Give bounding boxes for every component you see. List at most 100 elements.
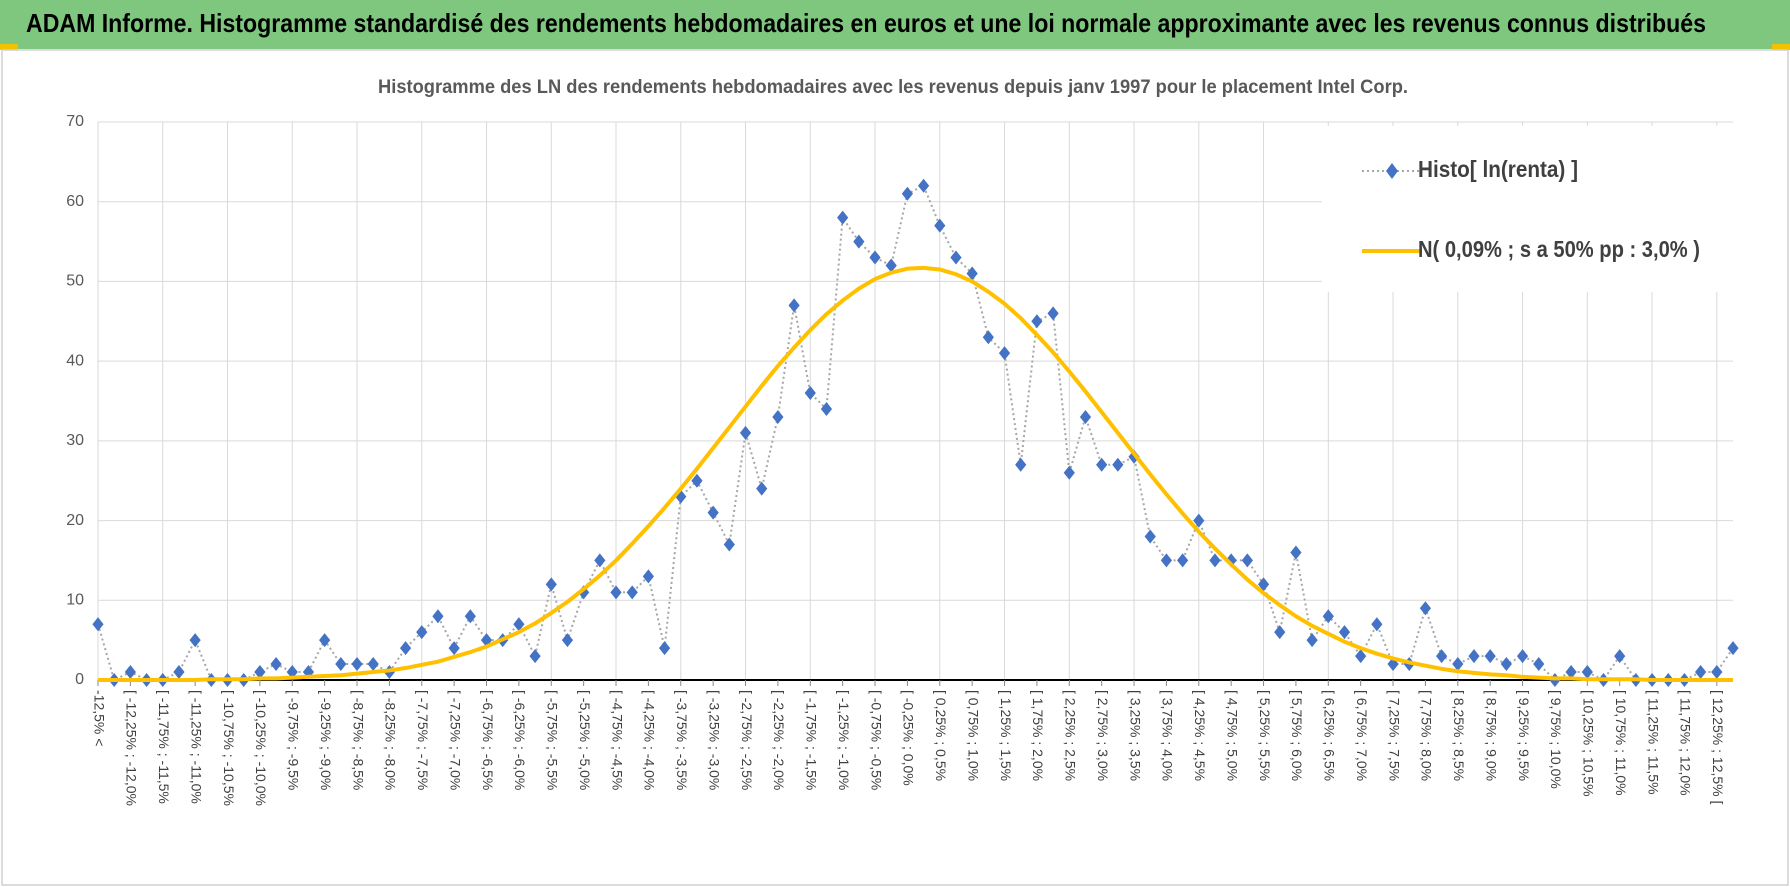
marker	[1112, 457, 1124, 472]
marker	[820, 401, 833, 416]
header-bar	[0, 0, 1790, 49]
x-tick-label: [ -6,25% ; -6,0%	[512, 690, 528, 790]
x-tick-label: [ 8,25% ; 8,5%	[1451, 690, 1467, 781]
marker	[934, 218, 946, 233]
marker	[286, 665, 298, 680]
marker	[756, 481, 768, 496]
x-tick-label: [ -4,75% ; -4,5%	[609, 690, 625, 790]
marker	[998, 346, 1011, 361]
x-tick-label: [ -11,75% ; -11,5%	[156, 690, 172, 804]
chart-subtitle: Histogramme des LN des rendements hebdom…	[378, 77, 1408, 98]
y-tick-label: 40	[66, 352, 84, 369]
x-tick-label: -12,5% <	[91, 690, 107, 746]
marker	[885, 258, 897, 273]
y-tick-label: 0	[75, 671, 84, 688]
marker	[545, 577, 557, 592]
marker	[837, 210, 849, 225]
marker	[610, 585, 622, 600]
marker	[416, 625, 428, 640]
x-tick-label: [ -10,75% ; -10,5%	[221, 690, 237, 806]
marker	[1160, 553, 1173, 568]
marker	[351, 657, 363, 672]
marker	[982, 330, 994, 345]
x-tick-label: [ -7,75% ; -7,5%	[415, 690, 431, 790]
marker	[901, 186, 914, 201]
x-tick-label: [ 12,25% ; 12,5% [	[1710, 690, 1726, 805]
x-tick-label: [ -9,25% ; -9,0%	[318, 690, 334, 790]
marker	[1436, 649, 1448, 664]
marker	[1322, 609, 1334, 624]
y-tick-label: 60	[66, 193, 84, 210]
series-line	[97, 184, 1734, 681]
x-tick-label: [ -11,25% ; -11,0%	[188, 690, 204, 804]
y-tick-label: 70	[66, 113, 84, 130]
x-tick-label: [ 5,25% ; 5,5%	[1257, 690, 1273, 781]
marker	[723, 537, 735, 552]
y-tick-label: 50	[66, 273, 84, 290]
x-tick-label: [ -6,75% ; -6,5%	[480, 690, 496, 790]
marker	[869, 250, 881, 265]
marker	[335, 657, 347, 672]
marker	[1468, 649, 1480, 664]
x-tick-label: [ 9,25% ; 9,5%	[1516, 690, 1532, 781]
x-tick-label: [ 2,75% ; 3,0%	[1095, 690, 1111, 781]
marker	[1565, 665, 1577, 680]
marker	[1209, 553, 1221, 568]
marker	[448, 641, 460, 656]
marker	[1096, 457, 1108, 472]
x-tick-label: [ -2,25% ; -2,0%	[771, 690, 787, 790]
chart-border	[1, 49, 1789, 886]
marker	[1452, 657, 1464, 672]
marker	[1695, 665, 1707, 680]
x-tick-label: [ 3,75% ; 4,0%	[1160, 690, 1176, 781]
x-tick-label: [ -8,75% ; -8,5%	[350, 690, 366, 790]
marker	[399, 641, 412, 656]
x-tick-label: [ 2,25% ; 2,5%	[1063, 690, 1079, 781]
x-tick-label: [ 4,75% ; 5,0%	[1224, 690, 1240, 781]
marker	[1241, 553, 1253, 568]
marker	[658, 641, 671, 656]
corner-mark	[0, 44, 18, 50]
marker	[691, 473, 703, 488]
x-tick-label: [ 11,75% ; 12,0%	[1678, 690, 1694, 796]
x-tick-label: [ 11,25% ; 11,5%	[1645, 690, 1661, 795]
marker	[254, 665, 266, 680]
x-tick-label: [ -5,25% ; -5,0%	[577, 690, 593, 790]
x-tick-label: [ 5,75% ; 6,0%	[1289, 690, 1305, 781]
marker	[707, 505, 719, 520]
x-tick-label: [ 3,25% ; 3,5%	[1127, 690, 1143, 781]
legend-label: N( 0,09% ; s a 50% pp : 3,0% )	[1418, 236, 1700, 262]
marker	[319, 633, 331, 648]
marker	[642, 569, 654, 584]
marker	[1031, 314, 1043, 329]
x-tick-label: [ 6,25% ; 6,5%	[1322, 690, 1338, 781]
marker	[966, 266, 978, 281]
x-tick-label: [ -2,75% ; -2,5%	[739, 690, 755, 790]
x-tick-label: [ 1,25% ; 1,5%	[998, 690, 1014, 781]
marker	[1711, 665, 1723, 680]
x-tick-label: [ 1,75% ; 2,0%	[1030, 690, 1046, 781]
marker	[626, 585, 638, 600]
marker	[464, 609, 476, 624]
marker	[1581, 665, 1593, 680]
chart-title: ADAM Informe. Histogramme standardisé de…	[26, 8, 1706, 38]
x-tick-label: [ -1,25% ; -1,0%	[836, 690, 852, 790]
x-tick-label: [ 0,25% ; 0,5%	[933, 690, 949, 781]
marker	[1047, 306, 1059, 321]
series-line	[98, 265, 1733, 682]
y-tick-label: 20	[66, 512, 84, 529]
marker	[367, 657, 379, 672]
x-tick-label: [ 7,25% ; 7,5%	[1386, 690, 1402, 781]
marker	[1015, 457, 1027, 472]
marker	[1338, 625, 1351, 640]
marker	[1274, 625, 1286, 640]
x-tick-label: [ -5,75% ; -5,5%	[545, 690, 561, 790]
marker	[270, 657, 282, 672]
marker	[529, 649, 541, 664]
marker	[739, 425, 752, 440]
marker	[561, 633, 574, 648]
marker	[594, 553, 606, 568]
marker	[788, 298, 800, 313]
y-tick-label: 10	[66, 592, 84, 609]
